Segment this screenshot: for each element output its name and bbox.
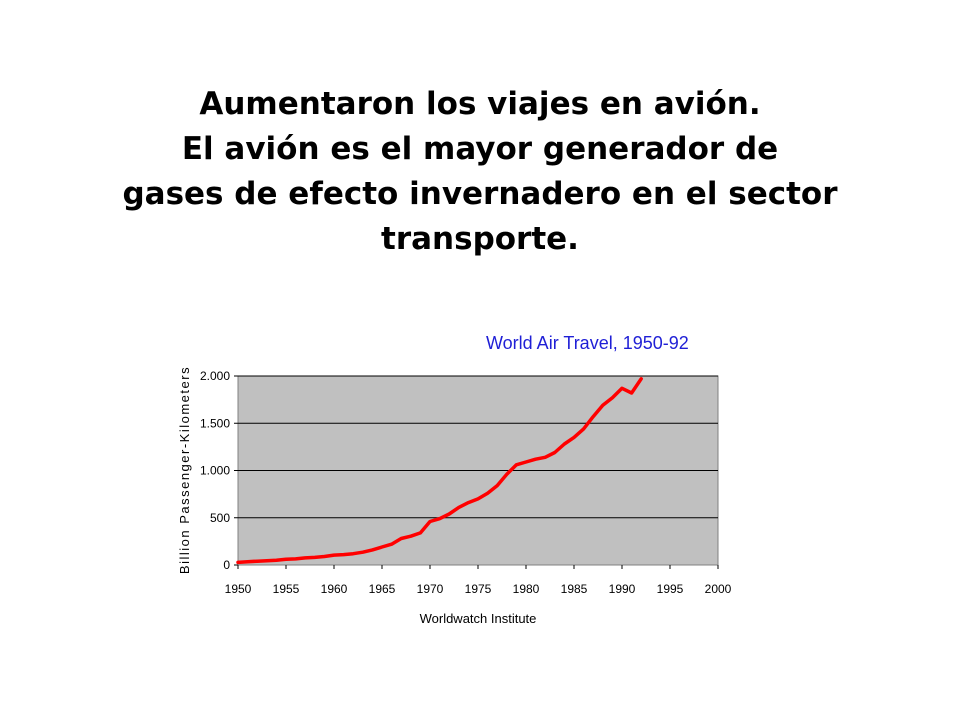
y-tick-label: 1.500 [200,416,230,430]
title-line-4: transporte. [381,221,579,257]
x-axis-source-label: Worldwatch Institute [420,611,537,626]
x-tick-label: 1990 [609,582,636,596]
title-line-2: El avión es el mayor generador de [181,131,779,167]
air-travel-series-line [236,377,643,565]
x-tick-label: 1960 [321,582,348,596]
slide-title: Aumentaron los viajes en avión. El avión… [60,82,900,262]
x-axis-ticks: 1950 1955 1960 1965 1970 1975 1980 1985 1990 1995… [225,565,732,596]
x-tick-label: 1980 [513,582,540,596]
y-tick-label: 1.000 [200,464,230,478]
y-tick-label: 0 [223,558,230,572]
y-tick-label: 500 [210,511,230,525]
x-tick-label: 1995 [657,582,684,596]
title-line-1: Aumentaron los viajes en avión. [199,86,761,122]
y-axis-ticks: 0 500 1.000 1.500 2.000 [200,369,238,572]
y-axis-label: Billion Passenger-Kilometers [177,366,192,574]
x-tick-label: 1975 [465,582,492,596]
x-tick-label: 1965 [369,582,396,596]
x-tick-label: 1955 [273,582,300,596]
x-tick-label: 2000 [705,582,732,596]
gridlines [238,375,718,519]
y-tick-label: 2.000 [200,369,230,383]
x-tick-label: 1950 [225,582,252,596]
chart-title: World Air Travel, 1950-92 [486,333,689,353]
title-line-3: gases de efecto invernadero en el sector [122,176,838,212]
x-tick-label: 1970 [417,582,444,596]
x-tick-label: 1985 [561,582,588,596]
